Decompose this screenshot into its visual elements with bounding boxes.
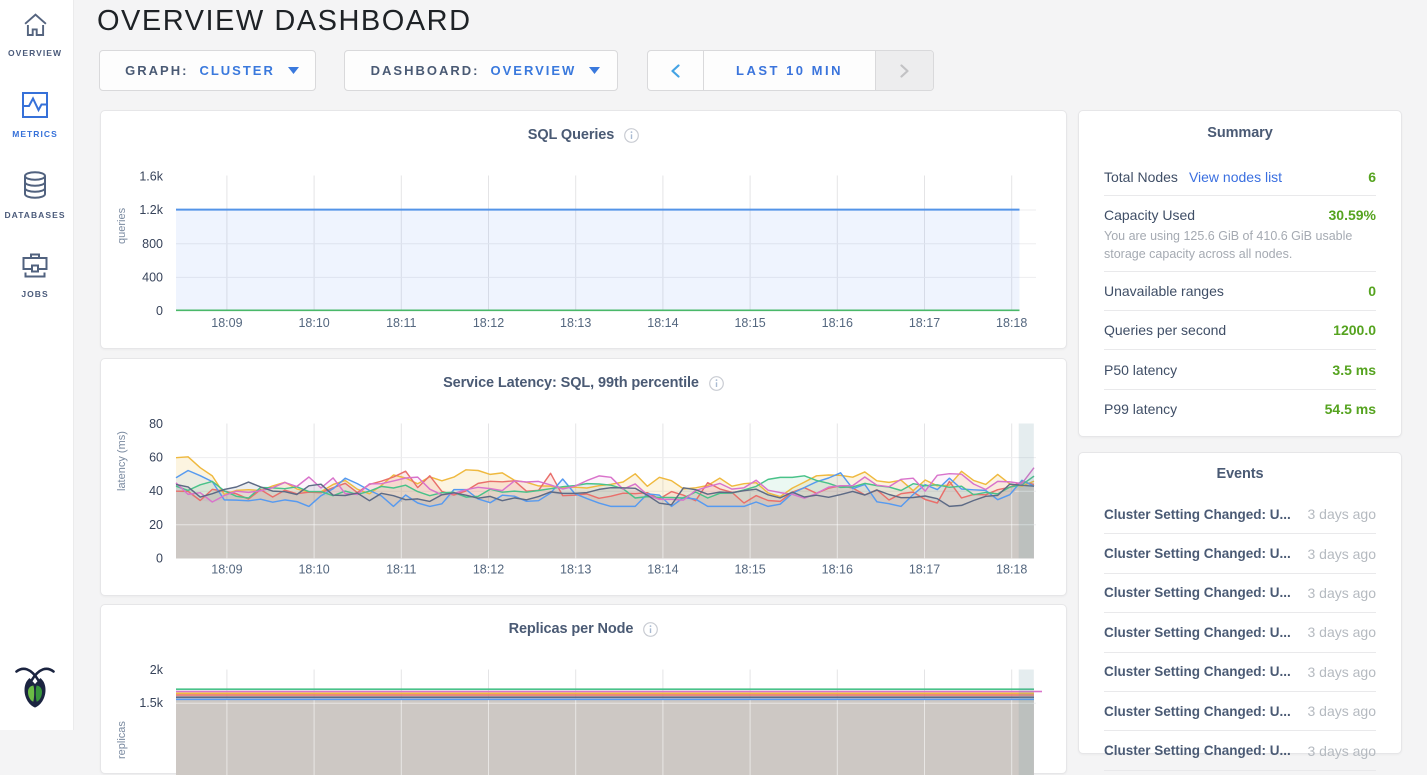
svg-text:18:17: 18:17 bbox=[909, 316, 940, 330]
svg-text:18:15: 18:15 bbox=[734, 563, 765, 577]
svg-text:400: 400 bbox=[142, 270, 163, 284]
svg-text:40: 40 bbox=[149, 484, 163, 498]
svg-text:18:17: 18:17 bbox=[909, 563, 940, 577]
svg-text:replicas: replicas bbox=[116, 721, 128, 759]
svg-text:0: 0 bbox=[156, 304, 163, 318]
svg-text:18:11: 18:11 bbox=[386, 316, 416, 330]
svg-text:18:09: 18:09 bbox=[211, 316, 242, 330]
svg-text:0: 0 bbox=[156, 551, 163, 565]
svg-text:20: 20 bbox=[149, 518, 163, 532]
svg-text:18:12: 18:12 bbox=[473, 563, 504, 577]
svg-text:800: 800 bbox=[142, 237, 163, 251]
svg-text:18:11: 18:11 bbox=[386, 563, 416, 577]
svg-text:18:14: 18:14 bbox=[647, 316, 678, 330]
svg-text:latency (ms): latency (ms) bbox=[116, 431, 128, 491]
svg-text:1.5k: 1.5k bbox=[139, 696, 163, 710]
svg-text:18:13: 18:13 bbox=[560, 563, 591, 577]
svg-text:18:09: 18:09 bbox=[211, 563, 242, 577]
svg-text:18:15: 18:15 bbox=[734, 316, 765, 330]
svg-text:18:14: 18:14 bbox=[647, 563, 678, 577]
svg-text:18:10: 18:10 bbox=[298, 563, 329, 577]
svg-text:1.2k: 1.2k bbox=[139, 203, 163, 217]
svg-text:18:13: 18:13 bbox=[560, 316, 591, 330]
svg-text:80: 80 bbox=[149, 417, 163, 431]
svg-text:18:18: 18:18 bbox=[996, 316, 1027, 330]
svg-text:18:16: 18:16 bbox=[822, 563, 853, 577]
svg-text:60: 60 bbox=[149, 451, 163, 465]
svg-text:2k: 2k bbox=[150, 663, 164, 677]
svg-text:18:18: 18:18 bbox=[996, 563, 1027, 577]
svg-text:1.6k: 1.6k bbox=[139, 170, 163, 184]
svg-text:18:16: 18:16 bbox=[822, 316, 853, 330]
svg-text:18:10: 18:10 bbox=[298, 316, 329, 330]
svg-text:queries: queries bbox=[116, 207, 128, 244]
svg-text:18:12: 18:12 bbox=[473, 316, 504, 330]
